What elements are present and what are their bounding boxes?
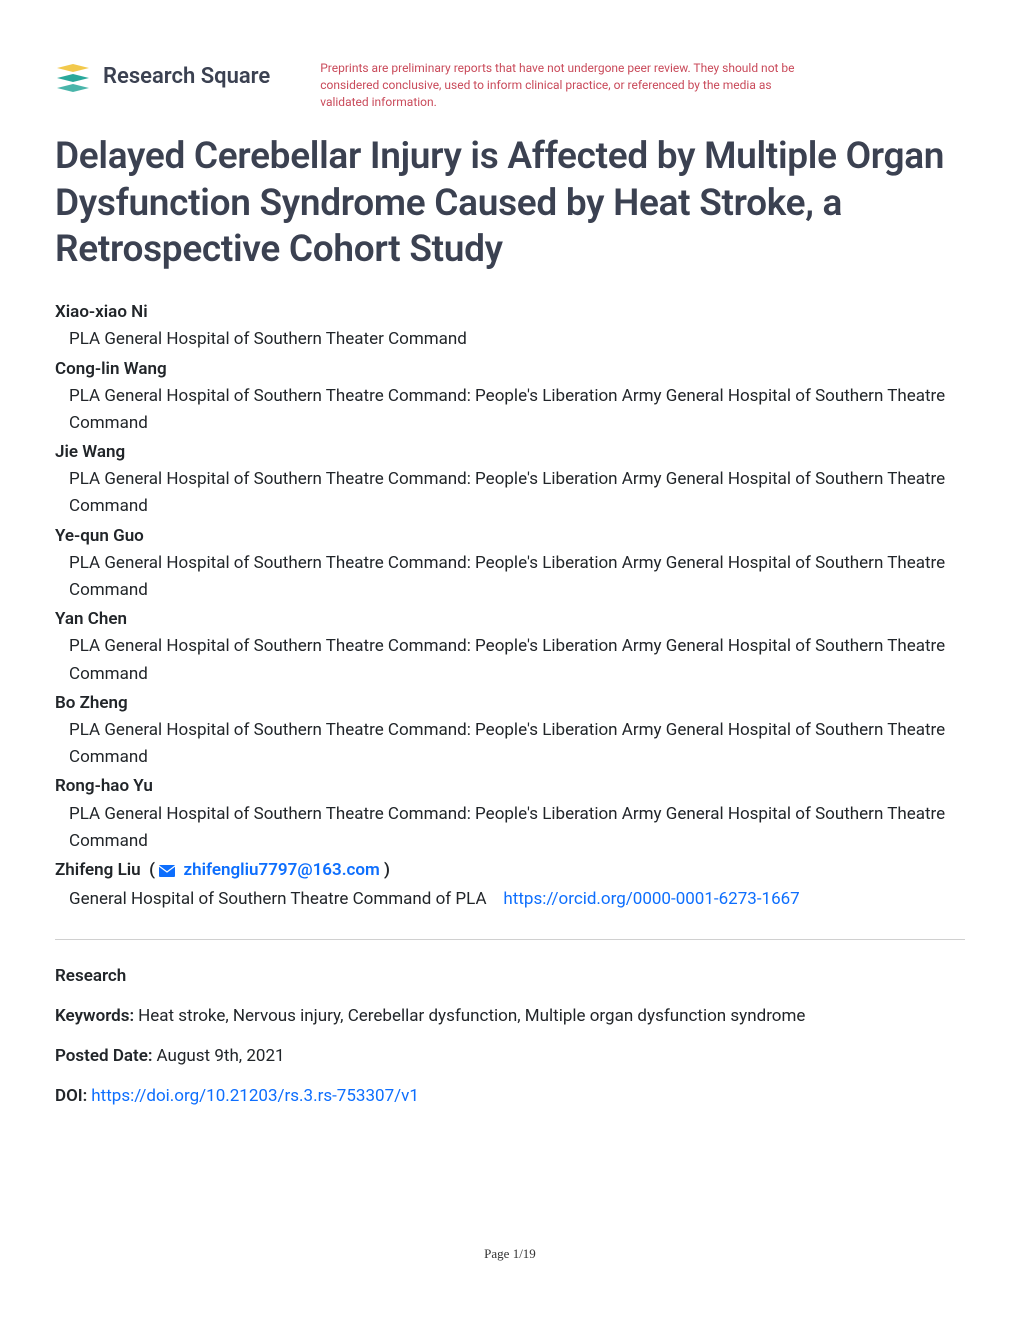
keywords-label: Keywords: <box>55 1006 134 1026</box>
article-type: Research <box>55 966 126 986</box>
page-indicator: Page 1/19 <box>55 1246 965 1262</box>
corresponding-affiliation-line: General Hospital of Southern Theatre Com… <box>55 886 965 913</box>
article-title: Delayed Cerebellar Injury is Affected by… <box>55 134 965 273</box>
author-affiliation: PLA General Hospital of Southern Theatre… <box>55 717 965 771</box>
keywords-text: Heat stroke, Nervous injury, Cerebellar … <box>138 1006 805 1026</box>
research-square-logo-icon <box>55 60 93 92</box>
author-name: Jie Wang <box>55 439 965 466</box>
author-item: Jie Wang PLA General Hospital of Souther… <box>55 439 965 521</box>
paren-open: ( <box>145 860 159 880</box>
corresponding-email-link[interactable]: zhifengliu7797@163.com <box>184 860 380 880</box>
posted-date-block: Posted Date: August 9th, 2021 <box>55 1046 965 1066</box>
article-type-block: Research <box>55 966 965 986</box>
logo-block: Research Square <box>55 60 270 92</box>
author-item: Ye-qun Guo PLA General Hospital of South… <box>55 523 965 605</box>
doi-label: DOI: <box>55 1086 87 1106</box>
keywords-block: Keywords: Heat stroke, Nervous injury, C… <box>55 1006 965 1026</box>
author-affiliation: PLA General Hospital of Southern Theatre… <box>55 801 965 855</box>
paren-close: ) <box>384 860 390 880</box>
header-row: Research Square Preprints are preliminar… <box>55 60 965 110</box>
logo-text: Research Square <box>103 64 270 89</box>
author-item: Bo Zheng PLA General Hospital of Souther… <box>55 690 965 772</box>
envelope-icon <box>159 859 175 886</box>
author-name: Xiao-xiao Ni <box>55 299 965 326</box>
doi-link[interactable]: https://doi.org/10.21203/rs.3.rs-753307/… <box>91 1086 419 1106</box>
author-item: Cong-lin Wang PLA General Hospital of So… <box>55 356 965 438</box>
orcid-link[interactable]: https://orcid.org/0000-0001-6273-1667 <box>503 889 799 909</box>
author-item: Rong-hao Yu PLA General Hospital of Sout… <box>55 773 965 855</box>
posted-date-text: August 9th, 2021 <box>156 1046 284 1066</box>
preprint-disclaimer: Preprints are preliminary reports that h… <box>320 60 800 110</box>
corresponding-author-line: Zhifeng Liu ( zhifengliu7797@163.com ) <box>55 857 965 886</box>
author-name: Bo Zheng <box>55 690 965 717</box>
author-item: Xiao-xiao Ni PLA General Hospital of Sou… <box>55 299 965 353</box>
posted-date-label: Posted Date: <box>55 1046 153 1066</box>
author-affiliation: PLA General Hospital of Southern Theatre… <box>55 550 965 604</box>
authors-list: Xiao-xiao Ni PLA General Hospital of Sou… <box>55 299 965 913</box>
section-divider <box>55 939 965 940</box>
author-name: Yan Chen <box>55 606 965 633</box>
doi-block: DOI: https://doi.org/10.21203/rs.3.rs-75… <box>55 1086 965 1106</box>
author-name: Cong-lin Wang <box>55 356 965 383</box>
author-item: Yan Chen PLA General Hospital of Souther… <box>55 606 965 688</box>
author-affiliation: PLA General Hospital of Southern Theatre… <box>55 633 965 687</box>
author-affiliation: PLA General Hospital of Southern Theater… <box>55 326 965 353</box>
corresponding-affiliation: General Hospital of Southern Theatre Com… <box>69 889 487 909</box>
corresponding-author-name: Zhifeng Liu <box>55 860 141 880</box>
author-name: Ye-qun Guo <box>55 523 965 550</box>
author-name: Rong-hao Yu <box>55 773 965 800</box>
author-affiliation: PLA General Hospital of Southern Theatre… <box>55 466 965 520</box>
author-affiliation: PLA General Hospital of Southern Theatre… <box>55 383 965 437</box>
